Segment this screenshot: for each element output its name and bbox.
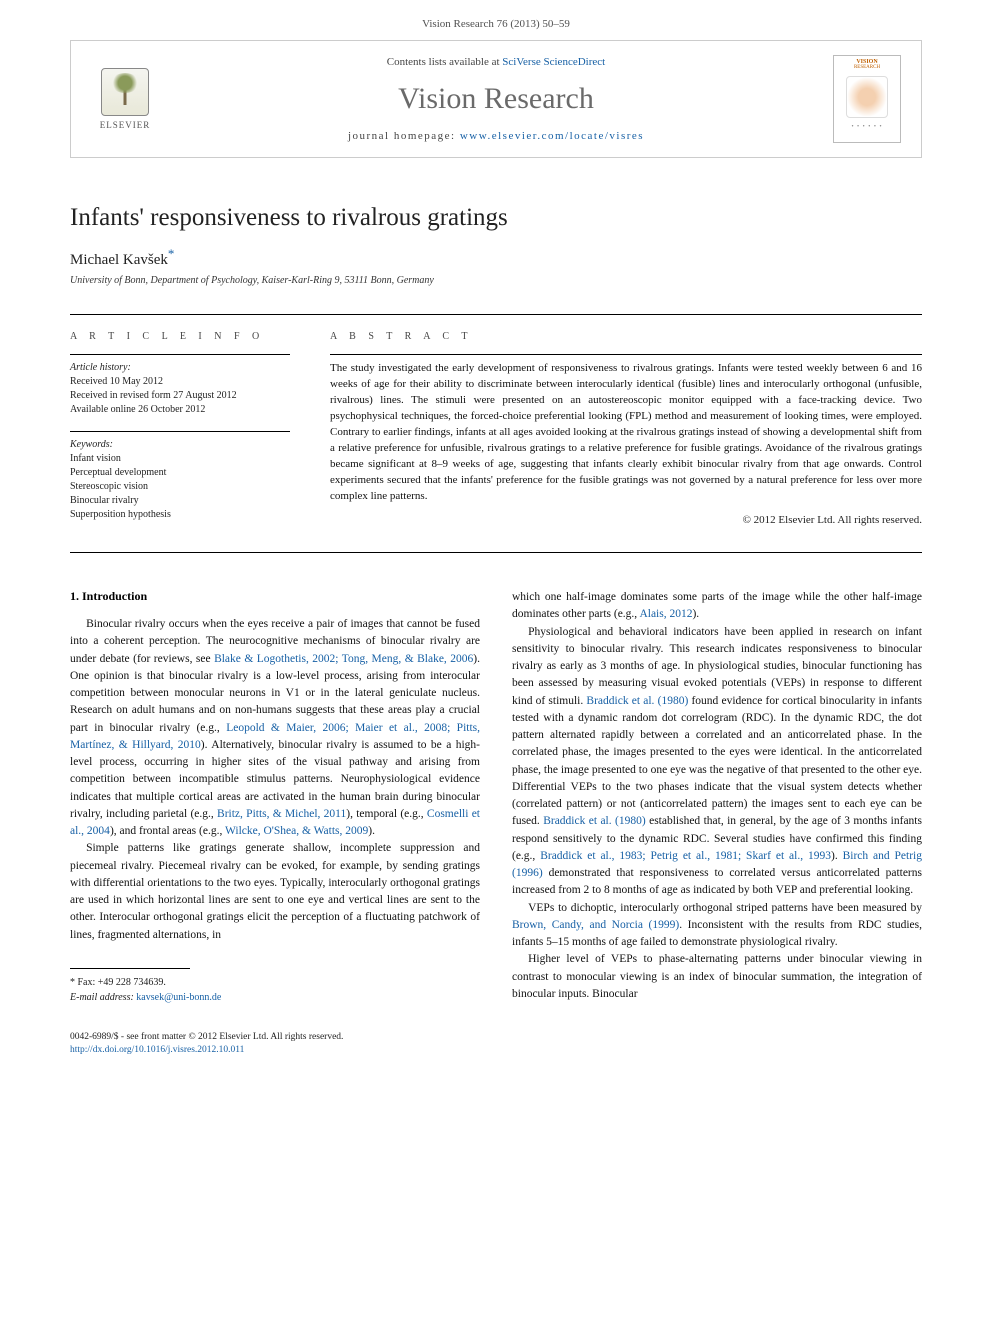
paragraph: Physiological and behavioral indicators … xyxy=(512,624,922,900)
citation-link[interactable]: Alais, 2012 xyxy=(639,608,692,620)
keyword: Infant vision xyxy=(70,452,290,466)
cover-image-icon xyxy=(846,76,888,118)
paragraph: Higher level of VEPs to phase-alternatin… xyxy=(512,951,922,1003)
sciencedirect-link[interactable]: SciVerse ScienceDirect xyxy=(502,56,605,68)
abstract-copyright: © 2012 Elsevier Ltd. All rights reserved… xyxy=(330,514,922,526)
article-history: Article history: Received 10 May 2012 Re… xyxy=(70,361,290,417)
left-column: 1. Introduction Binocular rivalry occurs… xyxy=(70,589,480,1005)
citation-link[interactable]: Blake & Logothetis, 2002; Tong, Meng, & … xyxy=(214,653,473,665)
corresponding-star-icon[interactable]: * xyxy=(168,246,175,261)
section-heading: 1. Introduction xyxy=(70,589,480,604)
text: Simple patterns like gratings generate s… xyxy=(70,842,480,940)
footer: 0042-6989/$ - see front matter © 2012 El… xyxy=(70,1031,922,1058)
article-title: Infants' responsiveness to rivalrous gra… xyxy=(70,204,922,232)
text: ), temporal (e.g., xyxy=(346,808,427,820)
email-label: E-mail address: xyxy=(70,992,134,1003)
elsevier-tree-icon xyxy=(101,68,149,116)
history-line: Available online 26 October 2012 xyxy=(70,403,290,417)
homepage-line: journal homepage: www.elsevier.com/locat… xyxy=(159,130,833,142)
text: ). xyxy=(831,850,843,862)
article-info-heading: A R T I C L E I N F O xyxy=(70,331,290,342)
text: demonstrated that responsiveness to corr… xyxy=(512,867,922,896)
citation-link[interactable]: Braddick et al. (1980) xyxy=(543,815,646,827)
keywords-block: Keywords: Infant vision Perceptual devel… xyxy=(70,438,290,522)
footnote-divider xyxy=(70,968,190,969)
keywords-label: Keywords: xyxy=(70,438,290,452)
text: VEPs to dichoptic, interocularly orthogo… xyxy=(528,902,922,914)
text: Higher level of VEPs to phase-alternatin… xyxy=(512,953,922,1000)
keyword: Perceptual development xyxy=(70,466,290,480)
info-divider xyxy=(70,354,290,355)
doi-link[interactable]: http://dx.doi.org/10.1016/j.visres.2012.… xyxy=(70,1045,244,1055)
paragraph: VEPs to dichoptic, interocularly orthogo… xyxy=(512,900,922,952)
body-columns: 1. Introduction Binocular rivalry occurs… xyxy=(70,589,922,1005)
journal-name: Vision Research xyxy=(159,82,833,116)
history-line: Received in revised form 27 August 2012 xyxy=(70,389,290,403)
fax-line: * Fax: +49 228 734639. xyxy=(70,975,480,990)
footnote: * Fax: +49 228 734639. E-mail address: k… xyxy=(70,975,480,1005)
running-head: Vision Research 76 (2013) 50–59 xyxy=(0,0,992,40)
text: ), and frontal areas (e.g., xyxy=(110,825,225,837)
elsevier-logo: ELSEVIER xyxy=(91,61,159,137)
citation-link[interactable]: Britz, Pitts, & Michel, 2011 xyxy=(217,808,346,820)
abstract-column: A B S T R A C T The study investigated t… xyxy=(330,331,922,536)
contents-prefix: Contents lists available at xyxy=(387,56,502,68)
publisher-name: ELSEVIER xyxy=(100,120,151,130)
citation-link[interactable]: Braddick et al., 1983; Petrig et al., 19… xyxy=(540,850,831,862)
keyword: Binocular rivalry xyxy=(70,494,290,508)
front-matter-line: 0042-6989/$ - see front matter © 2012 El… xyxy=(70,1031,922,1044)
keyword: Superposition hypothesis xyxy=(70,508,290,522)
author-text: Michael Kavšek xyxy=(70,252,168,268)
paragraph: which one half-image dominates some part… xyxy=(512,589,922,624)
homepage-prefix: journal homepage: xyxy=(348,130,460,142)
text: ). xyxy=(692,608,699,620)
abstract-divider xyxy=(330,354,922,355)
info-divider xyxy=(70,431,290,432)
history-label: Article history: xyxy=(70,361,290,375)
journal-header-box: ELSEVIER Contents lists available at Sci… xyxy=(70,40,922,158)
citation-link[interactable]: Braddick et al. (1980) xyxy=(586,695,688,707)
text: found evidence for cortical binocularity… xyxy=(512,695,922,828)
paragraph: Simple patterns like gratings generate s… xyxy=(70,840,480,944)
divider xyxy=(70,552,922,553)
citation-link[interactable]: Brown, Candy, and Norcia (1999) xyxy=(512,919,679,931)
email-link[interactable]: kavsek@uni-bonn.de xyxy=(136,992,221,1003)
text: ). xyxy=(368,825,375,837)
journal-cover-thumb: VISION RESEARCH • • • • • • xyxy=(833,55,901,143)
homepage-link[interactable]: www.elsevier.com/locate/visres xyxy=(460,130,644,142)
citation-link[interactable]: Wilcke, O'Shea, & Watts, 2009 xyxy=(225,825,368,837)
article-info-column: A R T I C L E I N F O Article history: R… xyxy=(70,331,290,536)
history-line: Received 10 May 2012 xyxy=(70,375,290,389)
keyword: Stereoscopic vision xyxy=(70,480,290,494)
abstract-text: The study investigated the early develop… xyxy=(330,361,922,504)
cover-title-2: RESEARCH xyxy=(854,65,880,70)
author-name: Michael Kavšek* xyxy=(70,246,922,269)
right-column: which one half-image dominates some part… xyxy=(512,589,922,1005)
abstract-heading: A B S T R A C T xyxy=(330,331,922,342)
text: which one half-image dominates some part… xyxy=(512,591,922,620)
contents-list-line: Contents lists available at SciVerse Sci… xyxy=(159,56,833,68)
cover-dots-icon: • • • • • • xyxy=(851,124,882,130)
paragraph: Binocular rivalry occurs when the eyes r… xyxy=(70,616,480,840)
affiliation: University of Bonn, Department of Psycho… xyxy=(70,275,922,286)
